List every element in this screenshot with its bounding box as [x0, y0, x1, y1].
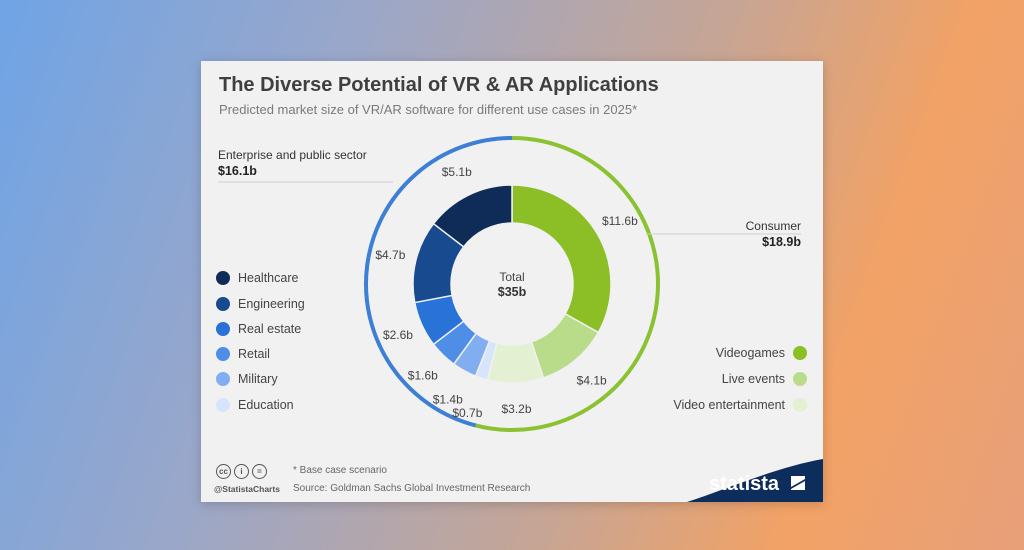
- legend-label-real-estate: Real estate: [238, 322, 302, 336]
- enterprise-ring: [364, 136, 513, 428]
- data-label-live-events: $4.1b: [577, 373, 607, 387]
- legend-dot-healthcare: [216, 271, 230, 285]
- legend-dot-real-estate: [216, 322, 230, 336]
- legend-label-retail: Retail: [238, 347, 270, 361]
- no-derivatives-icon: =: [252, 464, 267, 479]
- data-label-education: $0.7b: [452, 406, 482, 420]
- legend-item-retail: Retail: [216, 347, 270, 361]
- chart-card: The Diverse Potential of VR & AR Applica…: [201, 61, 823, 502]
- cc-icon: cc: [216, 464, 231, 479]
- enterprise-group-label: Enterprise and public sector $16.1b: [218, 147, 367, 179]
- statista-logo-slash: [791, 479, 805, 489]
- legend-item-real-estate: Real estate: [216, 322, 301, 336]
- legend-item-military: Military: [216, 372, 278, 386]
- consumer-group-name: Consumer: [745, 219, 801, 233]
- consumer-group-label: Consumer $18.9b: [721, 218, 801, 250]
- slice-videogames: [511, 184, 612, 334]
- consumer-group-value: $18.9b: [762, 235, 801, 249]
- legend-label-videogames: Videogames: [715, 346, 785, 360]
- legend-label-engineering: Engineering: [238, 297, 305, 311]
- data-label-videogames: $11.6b: [602, 214, 638, 228]
- chart-subtitle: Predicted market size of VR/AR software …: [219, 102, 638, 117]
- legend-dot-videogames: [793, 346, 807, 360]
- legend-dot-video-entertainment: [793, 398, 807, 412]
- data-label-retail: $1.6b: [408, 369, 438, 383]
- legend-item-healthcare: Healthcare: [216, 271, 298, 285]
- license-icons: cc i =: [216, 464, 267, 479]
- enterprise-group-name: Enterprise and public sector: [218, 148, 367, 162]
- center-total-value: $35b: [498, 285, 527, 299]
- data-label-military: $1.4b: [433, 393, 463, 407]
- legend-dot-education: [216, 398, 230, 412]
- legend-label-healthcare: Healthcare: [238, 271, 299, 285]
- legend-label-live-events: Live events: [721, 372, 785, 386]
- legend-dot-military: [216, 372, 230, 386]
- statista-logo-text: statista: [709, 473, 780, 495]
- data-label-real-estate: $2.6b: [383, 328, 413, 342]
- legend-dot-engineering: [216, 297, 230, 311]
- statista-brand-bar: statista: [687, 459, 823, 502]
- brand-wave: [687, 459, 823, 502]
- data-label-healthcare: $5.1b: [442, 165, 472, 179]
- center-total-label: Total: [499, 270, 524, 284]
- enterprise-group-value: $16.1b: [218, 164, 257, 178]
- legend-item-education: Education: [216, 398, 294, 412]
- source-note: Source: Goldman Sachs Global Investment …: [293, 483, 531, 494]
- consumer-ring: [475, 136, 660, 432]
- data-label-engineering: $4.7b: [375, 248, 405, 262]
- footnote: * Base case scenario: [293, 465, 387, 476]
- legend-item-video-entertainment: Video entertainment: [673, 398, 807, 412]
- chart-title: The Diverse Potential of VR & AR Applica…: [219, 74, 659, 96]
- legend-dot-live-events: [793, 372, 807, 386]
- attribution-icon: i: [234, 464, 249, 479]
- slice-healthcare: [432, 184, 513, 248]
- donut-chart: $11.6b $4.1b $3.2b $0.7b$1.4b $1.6b $2.6b $4.7…: [218, 136, 801, 432]
- legend-label-video-entertainment: Video entertainment: [673, 398, 785, 412]
- legend-dot-retail: [216, 347, 230, 361]
- statista-handle: @StatistaCharts: [214, 484, 280, 494]
- data-label-video-entertainment: $3.2b: [501, 402, 531, 416]
- legend-label-education: Education: [238, 398, 294, 412]
- legend-item-engineering: Engineering: [216, 297, 305, 311]
- legend-item-videogames: Videogames: [716, 346, 807, 360]
- legend-label-military: Military: [238, 372, 278, 386]
- legend-item-live-events: Live events: [722, 372, 807, 386]
